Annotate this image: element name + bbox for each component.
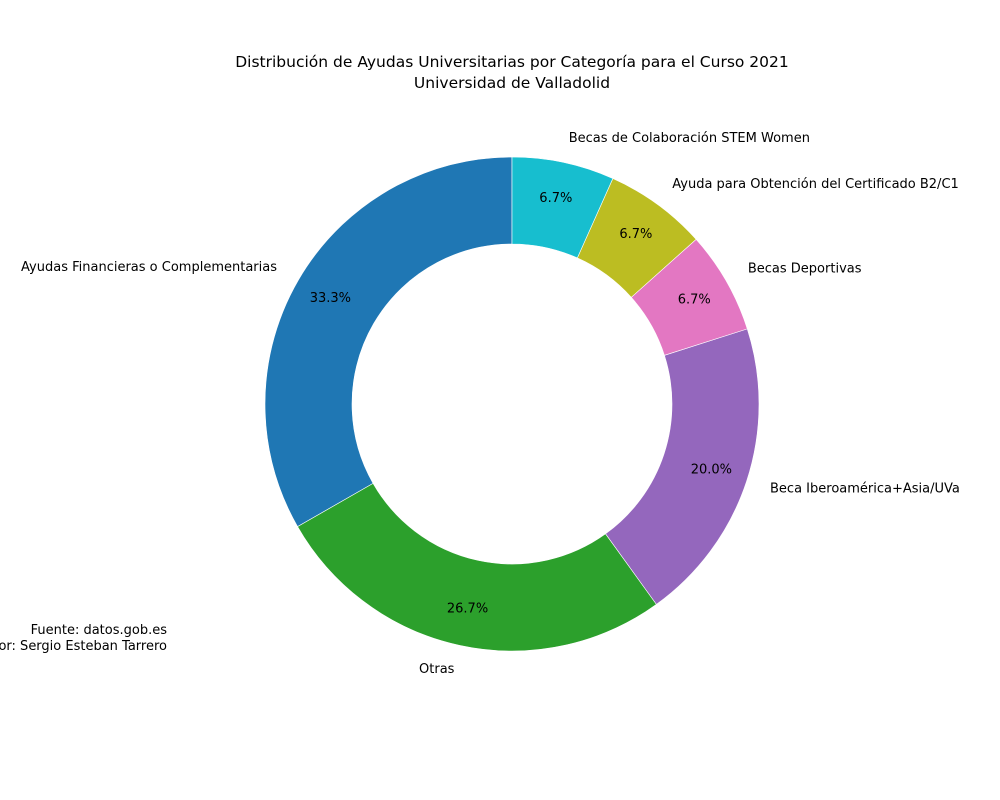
slice-pct-ayuda-para-obtencion-del-certificado-b2-c1: 6.7%: [619, 227, 652, 242]
slice-pct-beca-iberoamerica-asia-uva: 20.0%: [691, 462, 732, 477]
slice-pct-becas-deportivas: 6.7%: [678, 292, 711, 307]
slice-label-ayudas-financieras-o-complementarias: Ayudas Financieras o Complementarias: [21, 260, 277, 275]
slice-pct-ayudas-financieras-o-complementarias: 33.3%: [310, 291, 351, 306]
slice-labels: Ayudas Financieras o Complementarias 33.3…: [21, 131, 960, 677]
chart-title: Distribución de Ayudas Universitarias po…: [235, 53, 789, 71]
slice-becas-de-colaboracion-stem-women: [511, 156, 614, 259]
slice-label-otras: Otras: [419, 662, 455, 677]
slice-label-becas-deportivas: Becas Deportivas: [748, 262, 862, 277]
slice-label-ayuda-para-obtencion-del-certificado-b2-c1: Ayuda para Obtención del Certificado B2/…: [672, 177, 959, 192]
donut-slices: [264, 156, 760, 652]
source-line-1: Fuente: datos.gob.es: [31, 623, 168, 638]
slice-pct-otras: 26.7%: [447, 602, 488, 617]
slice-beca-iberoamerica-asia-uva: [605, 328, 760, 605]
source-line-2: Autor: Sergio Esteban Tarrero: [0, 639, 167, 654]
slice-label-becas-de-colaboracion-stem-women: Becas de Colaboración STEM Women: [569, 131, 810, 146]
chart-subtitle: Universidad de Valladolid: [414, 74, 610, 92]
slice-pct-becas-de-colaboracion-stem-women: 6.7%: [539, 191, 572, 206]
slice-otras: [297, 483, 657, 652]
slice-ayudas-financieras-o-complementarias: [264, 156, 513, 528]
slice-label-beca-iberoamerica-asia-uva: Beca Iberoamérica+Asia/UVa: [770, 482, 960, 497]
